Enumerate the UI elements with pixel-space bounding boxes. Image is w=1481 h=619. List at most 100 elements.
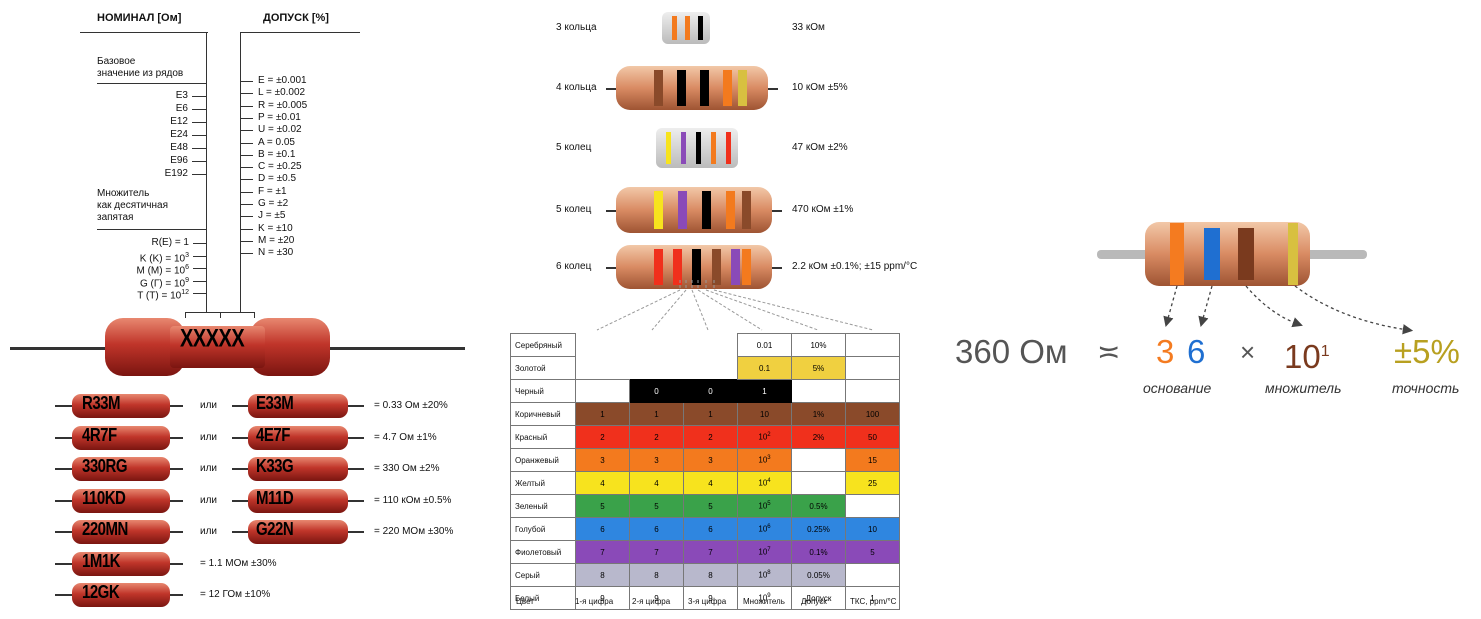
- tolerance-item: N = ±30: [258, 247, 294, 259]
- tick: [192, 148, 206, 149]
- table-row: Коричневый 1 1 1 10 1% 100: [510, 402, 900, 426]
- table-cell: 6: [629, 517, 684, 541]
- resistor-body: [248, 425, 348, 450]
- table-cell: 107: [737, 540, 792, 564]
- example-value: = 1.1 МОм ±30%: [200, 557, 277, 569]
- example-value: = 330 Ом ±2%: [374, 463, 440, 474]
- table-row: Серебряный 0.01 10%: [510, 333, 900, 357]
- tick: [240, 167, 253, 169]
- table-cell: 0.05%: [791, 563, 846, 587]
- divider: [97, 83, 207, 84]
- example-row: 110KD или M11D = 110 кОм ±0.5%: [0, 487, 500, 514]
- resistor-body: [248, 488, 348, 513]
- series-item: E192: [164, 168, 188, 179]
- code-bracket: [220, 312, 221, 318]
- color-name: Белый: [510, 586, 576, 610]
- resistor-body: [72, 551, 170, 576]
- tolerance-item: M = ±20: [258, 234, 295, 246]
- table-cell: 10: [737, 402, 792, 426]
- base-caption: основание: [1143, 380, 1212, 396]
- table-cell: 0.1: [737, 356, 792, 380]
- table-cell: [845, 494, 900, 518]
- table-row: Оранжевый 3 3 3 103 15: [510, 448, 900, 472]
- resistor-body: [248, 520, 348, 544]
- table-cell: [791, 448, 846, 472]
- or-label: или: [200, 431, 218, 443]
- nominal-header: НОМИНАЛ [Ом]: [97, 12, 182, 24]
- table-column-label: Множитель: [743, 597, 785, 606]
- color-band: [723, 70, 732, 106]
- nominal-guide-line: [206, 32, 207, 312]
- table-cell: 25: [845, 471, 900, 495]
- table-cell: 0: [629, 379, 684, 403]
- table-cell: 6: [575, 517, 630, 541]
- series-item: E3: [175, 90, 188, 101]
- color-band: [700, 70, 709, 106]
- table-cell: 1: [629, 402, 684, 426]
- table-cell: 0.5%: [791, 494, 846, 518]
- table-cell: 4: [575, 471, 630, 495]
- or-label: или: [200, 526, 218, 537]
- resistor-code: K33G: [256, 455, 294, 478]
- table-column-label: 1-я цифра: [575, 597, 614, 606]
- color-band: [742, 249, 751, 285]
- base-value-label: Базовое значение из рядов: [97, 56, 184, 79]
- tick: [192, 96, 206, 97]
- color-band: [702, 191, 711, 229]
- multiplier-item: T (T) = 1012: [137, 289, 189, 302]
- tolerance-item: A = 0.05: [258, 136, 295, 148]
- table-cell: 10: [845, 517, 900, 541]
- table-cell: [845, 379, 900, 403]
- tick: [240, 154, 253, 156]
- resistor-code: 330RG: [82, 455, 128, 478]
- color-name: Желтый: [510, 471, 576, 495]
- multiplier-item: M (M) = 106: [136, 264, 189, 277]
- tick: [240, 105, 253, 107]
- table-cell: 104: [737, 471, 792, 495]
- table-row: Фиолетовый 7 7 7 107 0.1% 5: [510, 540, 900, 564]
- resistor-code: 12GK: [82, 581, 120, 604]
- table-cell: 7: [575, 540, 630, 564]
- color-band: [672, 16, 677, 40]
- tick: [193, 293, 206, 294]
- header-line: [80, 32, 208, 33]
- table-cell: 0.25%: [791, 517, 846, 541]
- tolerance-item: P = ±0.01: [258, 111, 301, 123]
- table-cell: [575, 379, 630, 403]
- tolerance-item: D = ±0.5: [258, 173, 297, 185]
- color-code-table: Серебряный 0.01 10% Золотой 0.1 5% Черный 0 0 1 Ко…: [510, 333, 900, 610]
- color-name: Серый: [510, 563, 576, 587]
- table-cell: 9: [629, 586, 684, 610]
- resistor-body: [248, 394, 348, 418]
- table-cell: 108: [737, 563, 792, 587]
- multiplier-base: 10: [1284, 338, 1321, 375]
- table-cell: 3: [683, 448, 738, 472]
- resistor-body: [72, 488, 170, 513]
- color-name: Оранжевый: [510, 448, 576, 472]
- tick: [192, 109, 206, 110]
- table-cell: [845, 333, 900, 357]
- band-orange: [1170, 223, 1184, 285]
- color-band: [666, 132, 671, 164]
- table-row: Белый 9 9 9 109 Допуск 1: [510, 586, 900, 610]
- multiplier-item: R(E) = 1: [151, 237, 189, 248]
- table-cell: 4: [683, 471, 738, 495]
- series-item: E48: [170, 142, 188, 153]
- resistor-value: 33 кОм: [792, 22, 825, 33]
- color-band: [685, 16, 690, 40]
- tick: [192, 161, 206, 162]
- tick: [240, 216, 253, 218]
- series-item: E96: [170, 155, 188, 166]
- table-cell: 1%: [791, 402, 846, 426]
- digit-2: 6: [1187, 333, 1206, 370]
- color-band: [711, 132, 716, 164]
- table-column-label: 2-я цифра: [632, 597, 671, 606]
- tick: [240, 130, 253, 132]
- table-cell: 7: [683, 540, 738, 564]
- divider: [97, 229, 207, 230]
- resistor-code: 110KD: [82, 487, 126, 509]
- color-name: Зеленый: [510, 494, 576, 518]
- color-name: Фиолетовый: [510, 540, 576, 564]
- tolerance-item: F = ±1: [258, 185, 287, 197]
- table-cell: 9: [683, 586, 738, 610]
